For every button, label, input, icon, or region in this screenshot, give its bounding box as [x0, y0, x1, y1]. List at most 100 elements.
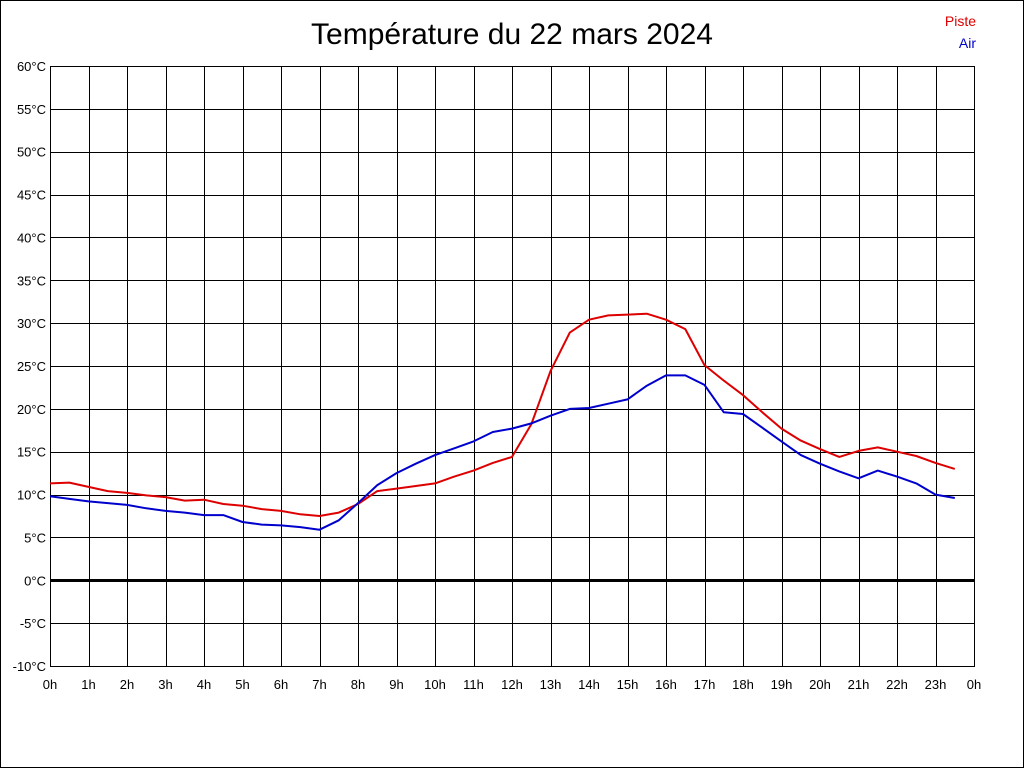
data-point-air — [126, 504, 128, 506]
data-point-piste — [588, 319, 590, 321]
data-point-air — [453, 447, 455, 449]
data-point-air — [222, 514, 224, 516]
x-tick-label: 4h — [197, 677, 211, 692]
data-point-air — [935, 494, 937, 496]
data-point-piste — [396, 488, 398, 490]
data-point-air — [88, 500, 90, 502]
data-point-air — [819, 463, 821, 465]
data-point-piste — [704, 364, 706, 366]
data-point-air — [627, 398, 629, 400]
x-tick-label: 22h — [886, 677, 908, 692]
data-point-piste — [319, 515, 321, 517]
series-line-piste — [49, 312, 956, 517]
x-tick-label: 7h — [312, 677, 326, 692]
data-point-piste — [800, 440, 802, 442]
data-point-piste — [49, 482, 51, 484]
data-point-air — [800, 454, 802, 456]
data-point-piste — [761, 411, 763, 413]
data-point-piste — [646, 313, 648, 315]
x-tick-label: 3h — [158, 677, 172, 692]
data-point-air — [376, 484, 378, 486]
data-point-air — [68, 498, 70, 500]
data-point-air — [838, 470, 840, 472]
y-tick-label: 5°C — [24, 530, 46, 545]
x-tick-label: 18h — [732, 677, 754, 692]
data-point-air — [761, 427, 763, 429]
y-tick-label: 10°C — [17, 488, 46, 503]
data-point-air — [165, 510, 167, 512]
x-tick-label: 16h — [655, 677, 677, 692]
y-tick-label: 55°C — [17, 102, 46, 117]
data-point-piste — [434, 482, 436, 484]
data-point-piste — [877, 446, 879, 448]
data-point-piste — [896, 451, 898, 453]
y-tick-label: -10°C — [13, 659, 46, 674]
chart-title: Température du 22 mars 2024 — [311, 18, 713, 51]
data-point-piste — [492, 462, 494, 464]
data-point-piste — [627, 314, 629, 316]
x-tick-label: 6h — [274, 677, 288, 692]
data-point-piste — [242, 505, 244, 507]
data-point-air — [665, 374, 667, 376]
data-point-piste — [511, 456, 513, 458]
x-tick-label: 15h — [617, 677, 639, 692]
data-point-air — [280, 524, 282, 526]
data-point-air — [396, 472, 398, 474]
x-tick-label: 0h — [967, 677, 981, 692]
x-tick-label: 12h — [501, 677, 523, 692]
series-line-air — [49, 374, 955, 531]
y-tick-label: 0°C — [24, 573, 46, 588]
data-point-air — [530, 422, 532, 424]
data-point-air — [473, 440, 475, 442]
data-point-piste — [184, 500, 186, 502]
plot-border — [50, 66, 975, 667]
data-point-air — [607, 403, 609, 405]
data-point-piste — [338, 512, 340, 514]
y-tick-label: 50°C — [17, 145, 46, 160]
y-tick-label: 35°C — [17, 273, 46, 288]
data-point-air — [242, 521, 244, 523]
x-tick-label: 2h — [120, 677, 134, 692]
data-point-air — [915, 482, 917, 484]
data-point-air — [203, 514, 205, 516]
data-point-piste — [299, 513, 301, 515]
legend-air: Air — [958, 35, 976, 51]
data-point-air — [588, 407, 590, 409]
data-point-piste — [280, 510, 282, 512]
data-point-piste — [665, 319, 667, 321]
data-point-air — [357, 502, 359, 504]
x-tick-label: 13h — [540, 677, 562, 692]
data-point-air — [184, 512, 186, 514]
data-point-piste — [935, 462, 937, 464]
y-tick-label: 15°C — [17, 445, 46, 460]
legend-piste: Piste — [944, 13, 976, 29]
data-point-piste — [203, 499, 205, 501]
data-point-air — [742, 413, 744, 415]
data-point-piste — [126, 492, 128, 494]
data-point-piste — [453, 476, 455, 478]
data-point-air — [338, 519, 340, 521]
data-point-air — [261, 524, 263, 526]
data-point-piste — [915, 455, 917, 457]
data-point-piste — [165, 496, 167, 498]
x-tick-label: 19h — [771, 677, 793, 692]
data-point-air — [704, 384, 706, 386]
data-point-piste — [415, 485, 417, 487]
y-tick-label: 20°C — [17, 402, 46, 417]
data-point-piste — [550, 370, 552, 372]
data-point-air — [415, 463, 417, 465]
x-tick-label: 8h — [351, 677, 365, 692]
x-tick-label: 17h — [694, 677, 716, 692]
data-point-piste — [145, 494, 147, 496]
data-point-piste — [376, 490, 378, 492]
x-tick-label: 9h — [389, 677, 403, 692]
data-point-air — [107, 502, 109, 504]
data-point-air — [896, 476, 898, 478]
data-point-piste — [222, 503, 224, 505]
data-point-piste — [819, 448, 821, 450]
y-tick-label: 30°C — [17, 316, 46, 331]
data-point-piste — [607, 314, 609, 316]
data-point-air — [646, 385, 648, 387]
data-point-piste — [88, 486, 90, 488]
